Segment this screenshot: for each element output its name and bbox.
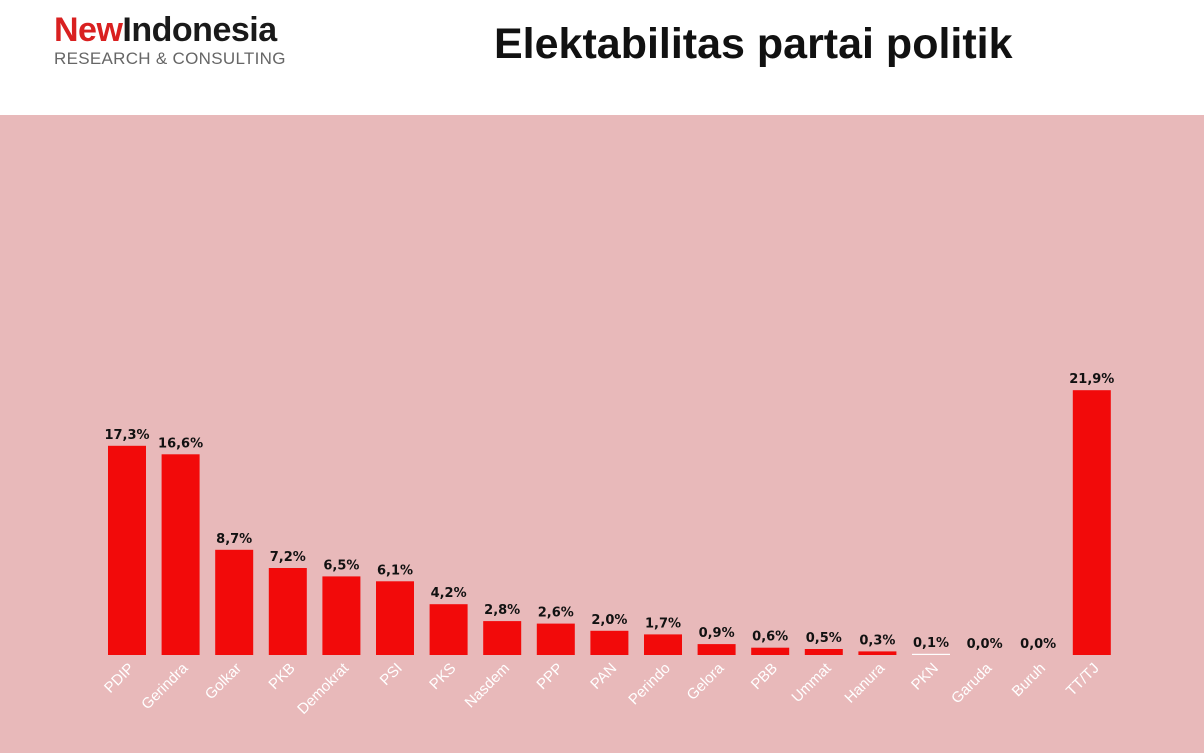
tick-label-pan: PAN [587, 660, 620, 693]
tick-label-buruh: Buruh [1009, 660, 1049, 700]
bar-gelora [697, 644, 736, 655]
data-label-ppp: 2,6% [538, 606, 574, 621]
logo-subtitle: RESEARCH & CONSULTING [54, 49, 286, 68]
header: NewIndonesia RESEARCH & CONSULTING Elekt… [0, 0, 1204, 115]
data-label-hanura: 0,3% [859, 633, 895, 648]
data-label-nasdem: 2,8% [484, 603, 520, 618]
tick-label-nasdem: Nasdem [462, 660, 514, 712]
tick-label-tt-tj: TT/TJ [1063, 660, 1103, 700]
data-label-buruh: 0,0% [1020, 637, 1056, 652]
tick-label-ppp: PPP [533, 660, 566, 693]
logo-part-indonesia: Indonesia [122, 11, 277, 49]
tick-label-hanura: Hanura [841, 659, 888, 706]
tick-label-pdip: PDIP [101, 660, 138, 697]
tick-label-demokrat: Demokrat [294, 659, 353, 718]
bar-pkn [912, 653, 950, 655]
data-label-psi: 6,1% [377, 563, 413, 578]
tick-label-gerindra: Gerindra [138, 659, 192, 713]
tick-label-ummat: Ummat [788, 659, 835, 706]
data-label-garuda: 0,0% [967, 637, 1003, 652]
tick-label-garuda: Garuda [948, 659, 996, 707]
bar-hanura [858, 651, 897, 655]
tick-label-pkn: PKN [908, 660, 942, 694]
bar-pbb [751, 647, 790, 655]
data-label-pks: 4,2% [431, 586, 467, 601]
tick-label-pks: PKS [426, 660, 459, 693]
chart-title: Elektabilitas partai politik [494, 20, 1013, 68]
data-label-pkb: 7,2% [270, 550, 306, 565]
bar-chart: 17,3% PDIP 16,6% Gerindra 8,7% Golkar 7,2% PKB 6… [101, 372, 1114, 718]
data-label-gelora: 0,9% [699, 626, 735, 641]
chart-area: 17,3% PDIP 16,6% Gerindra 8,7% Golkar 7,2% PKB 6… [0, 115, 1204, 753]
bar-golkar [215, 549, 254, 655]
bar-pan [590, 630, 629, 655]
bar-demokrat [322, 576, 361, 655]
bar-pkb [268, 568, 307, 655]
tick-label-psi: PSI [377, 660, 406, 689]
data-label-tt-tj: 21,9% [1069, 372, 1114, 387]
tick-label-pbb: PBB [748, 660, 781, 693]
bar-pdip [108, 445, 146, 655]
bar-pks [429, 604, 468, 655]
data-label-perindo: 1,7% [645, 616, 681, 631]
company-logo: NewIndonesia RESEARCH & CONSULTING [54, 12, 286, 69]
data-label-pkn: 0,1% [913, 636, 949, 651]
bar-nasdem [483, 621, 522, 655]
bar-perindo [644, 634, 682, 655]
data-label-demokrat: 6,5% [323, 558, 359, 573]
data-label-ummat: 0,5% [806, 631, 842, 646]
bar-gerindra [161, 454, 200, 655]
tick-label-pkb: PKB [265, 660, 298, 693]
bar-ppp [536, 623, 575, 655]
bar-tt-tj [1072, 390, 1111, 655]
tick-label-golkar: Golkar [202, 660, 245, 703]
tick-label-gelora: Gelora [684, 659, 728, 703]
data-label-golkar: 8,7% [216, 532, 252, 547]
logo-part-new: New [54, 11, 123, 49]
data-label-pbb: 0,6% [752, 630, 788, 645]
bar-psi [376, 581, 414, 655]
data-label-pdip: 17,3% [104, 428, 149, 443]
bar-ummat [804, 649, 843, 655]
data-label-gerindra: 16,6% [158, 436, 203, 451]
logo-wordmark: NewIndonesia [54, 12, 286, 48]
data-label-pan: 2,0% [591, 613, 627, 628]
tick-label-perindo: Perindo [625, 660, 674, 709]
